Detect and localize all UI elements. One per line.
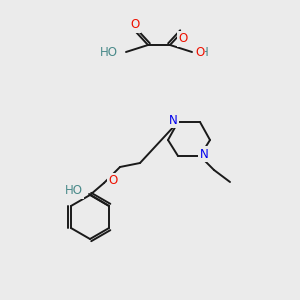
Text: O: O <box>108 175 117 188</box>
Text: HO: HO <box>100 46 118 59</box>
Text: O: O <box>130 19 140 32</box>
Text: O: O <box>178 32 188 46</box>
Text: N: N <box>200 148 208 160</box>
Text: HO: HO <box>65 184 83 197</box>
Text: N: N <box>169 113 177 127</box>
Text: H: H <box>200 46 209 59</box>
Text: O: O <box>195 46 204 59</box>
